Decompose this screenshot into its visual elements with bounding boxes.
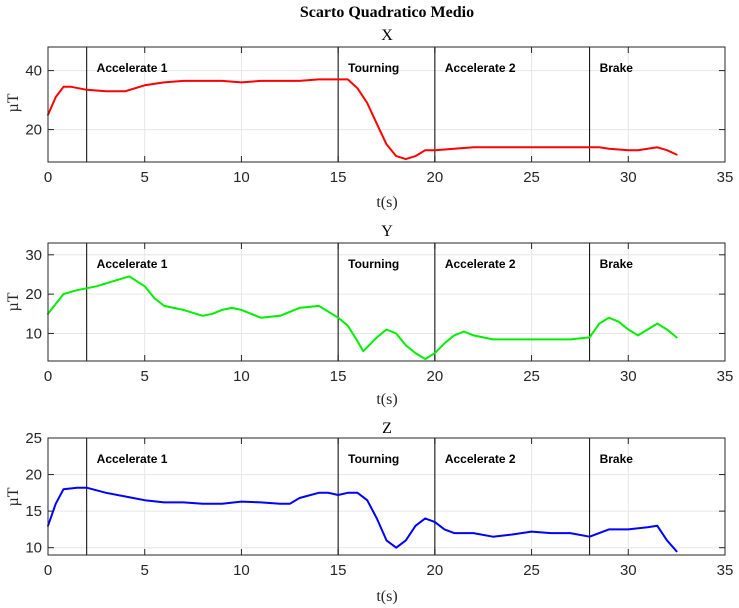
phase-label: Accelerate 1 <box>97 452 168 466</box>
x-tick-label: 25 <box>523 169 540 186</box>
y-tick-label: 10 <box>25 540 42 557</box>
y-tick-label: 40 <box>25 63 42 80</box>
x-tick-label: 15 <box>330 562 347 579</box>
x-tick-label: 0 <box>44 562 52 579</box>
phase-label: Tourning <box>348 257 399 271</box>
x-tick-label: 30 <box>620 169 637 186</box>
x-tick-label: 10 <box>233 368 250 385</box>
plot-frame <box>47 46 726 163</box>
subplot-x: X t(s) µT 0 5 10 15 20 25 30 35 20 40 Accelerate 1… <box>5 27 733 211</box>
x-tick-label: 20 <box>427 169 444 186</box>
subplot-title: Z <box>382 420 392 437</box>
x-tick-label: 30 <box>620 562 637 579</box>
x-tick-label: 0 <box>44 368 52 385</box>
plot-frame <box>47 437 726 556</box>
figure-title: Scarto Quadratico Medio <box>300 4 474 21</box>
subplot-title: X <box>381 27 393 44</box>
y-axis-label: µT <box>5 487 22 506</box>
x-tick-label: 15 <box>330 169 347 186</box>
x-tick-label: 30 <box>620 368 637 385</box>
phase-label: Accelerate 2 <box>445 61 516 75</box>
y-tick-label: 30 <box>25 247 42 264</box>
y-tick-label: 20 <box>25 286 42 303</box>
x-axis-label: t(s) <box>376 391 397 408</box>
phase-label: Brake <box>600 61 634 75</box>
phase-label: Brake <box>600 452 634 466</box>
x-tick-label: 15 <box>330 368 347 385</box>
phase-label: Accelerate 1 <box>97 257 168 271</box>
phase-label: Accelerate 1 <box>97 61 168 75</box>
x-tick-label: 25 <box>523 368 540 385</box>
x-tick-label: 25 <box>523 562 540 579</box>
x-tick-label: 20 <box>427 368 444 385</box>
phase-label: Brake <box>600 257 634 271</box>
x-tick-label: 10 <box>233 169 250 186</box>
y-tick-label: 20 <box>25 122 42 139</box>
x-axis-label: t(s) <box>376 194 397 211</box>
y-tick-label: 25 <box>25 430 42 447</box>
x-tick-label: 35 <box>717 368 734 385</box>
x-tick-label: 5 <box>141 368 149 385</box>
subplot-y: Y t(s) µT 0 5 10 15 20 25 30 35 10 20 30 Accelerate… <box>5 223 733 408</box>
x-tick-label: 0 <box>44 169 52 186</box>
y-axis-label: µT <box>5 292 22 311</box>
series-line <box>47 78 678 161</box>
phase-label: Tourning <box>348 452 399 466</box>
phase-label: Accelerate 2 <box>445 257 516 271</box>
x-tick-label: 35 <box>717 169 734 186</box>
x-axis-label: t(s) <box>376 588 397 605</box>
x-tick-label: 10 <box>233 562 250 579</box>
y-axis-label: µT <box>5 93 22 112</box>
x-tick-label: 20 <box>427 562 444 579</box>
plot-frame <box>47 242 726 362</box>
y-tick-label: 10 <box>25 325 42 342</box>
phase-label: Accelerate 2 <box>445 452 516 466</box>
series-line <box>47 275 678 360</box>
x-tick-label: 5 <box>141 169 149 186</box>
phase-label: Tourning <box>348 61 399 75</box>
y-tick-label: 20 <box>25 467 42 484</box>
subplot-title: Y <box>381 223 393 240</box>
x-tick-label: 5 <box>141 562 149 579</box>
subplot-z: Z t(s) µT 0 5 10 15 20 25 30 35 10 15 20 25 Accelera… <box>5 420 733 605</box>
series-line <box>47 486 678 553</box>
x-tick-label: 35 <box>717 562 734 579</box>
y-tick-label: 15 <box>25 503 42 520</box>
